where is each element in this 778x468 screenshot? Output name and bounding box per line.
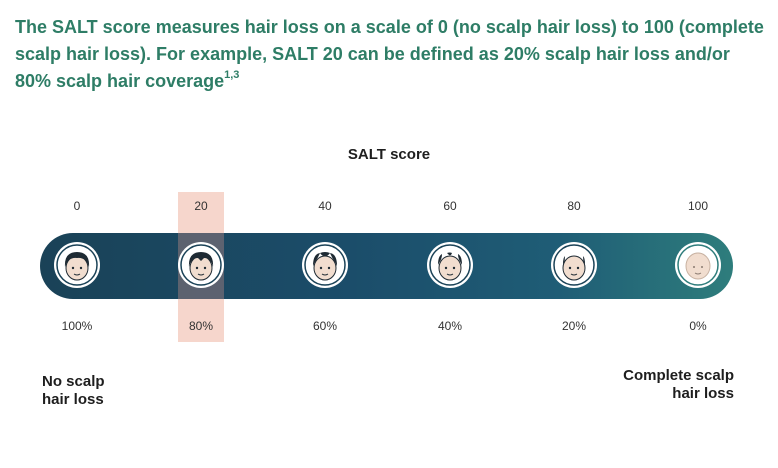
intro-text: The SALT score measures hair loss on a s… bbox=[15, 14, 765, 95]
score-tick-20: 20 bbox=[194, 199, 208, 213]
score-tick-40: 40 bbox=[318, 199, 332, 213]
coverage-tick-100: 100% bbox=[61, 319, 93, 333]
intro-reference: 1,3 bbox=[224, 69, 240, 81]
score-tick-100: 100 bbox=[687, 199, 709, 213]
intro-body: The SALT score measures hair loss on a s… bbox=[15, 17, 764, 91]
coverage-tick-60: 60% bbox=[312, 319, 338, 333]
no-hair-loss-label: No scalp hair loss bbox=[42, 373, 182, 409]
no-hair-loss-line-1: No scalp bbox=[42, 373, 105, 390]
complete-hair-loss-label: Complete scalp hair loss bbox=[574, 367, 734, 403]
score-tick-60: 60 bbox=[443, 199, 457, 213]
face-full-hair-icon bbox=[54, 242, 100, 288]
face-significant-hair-loss-icon bbox=[427, 242, 473, 288]
no-hair-loss-line-2: hair loss bbox=[42, 391, 104, 408]
face-moderate-hair-loss-icon bbox=[302, 242, 348, 288]
coverage-tick-40: 40% bbox=[437, 319, 463, 333]
coverage-tick-80: 80% bbox=[188, 319, 214, 333]
score-tick-80: 80 bbox=[567, 199, 581, 213]
coverage-tick-20: 20% bbox=[561, 319, 587, 333]
complete-hair-loss-line-2: hair loss bbox=[672, 385, 734, 402]
scale-title: SALT score bbox=[347, 146, 431, 163]
coverage-tick-0: 0% bbox=[689, 319, 707, 333]
face-severe-hair-loss-icon bbox=[551, 242, 597, 288]
face-bald-icon bbox=[675, 242, 721, 288]
salt-scale-bar bbox=[40, 233, 733, 299]
complete-hair-loss-line-1: Complete scalp bbox=[623, 367, 734, 384]
face-mostly-full-hair-icon bbox=[178, 242, 224, 288]
score-tick-0: 0 bbox=[73, 199, 81, 213]
